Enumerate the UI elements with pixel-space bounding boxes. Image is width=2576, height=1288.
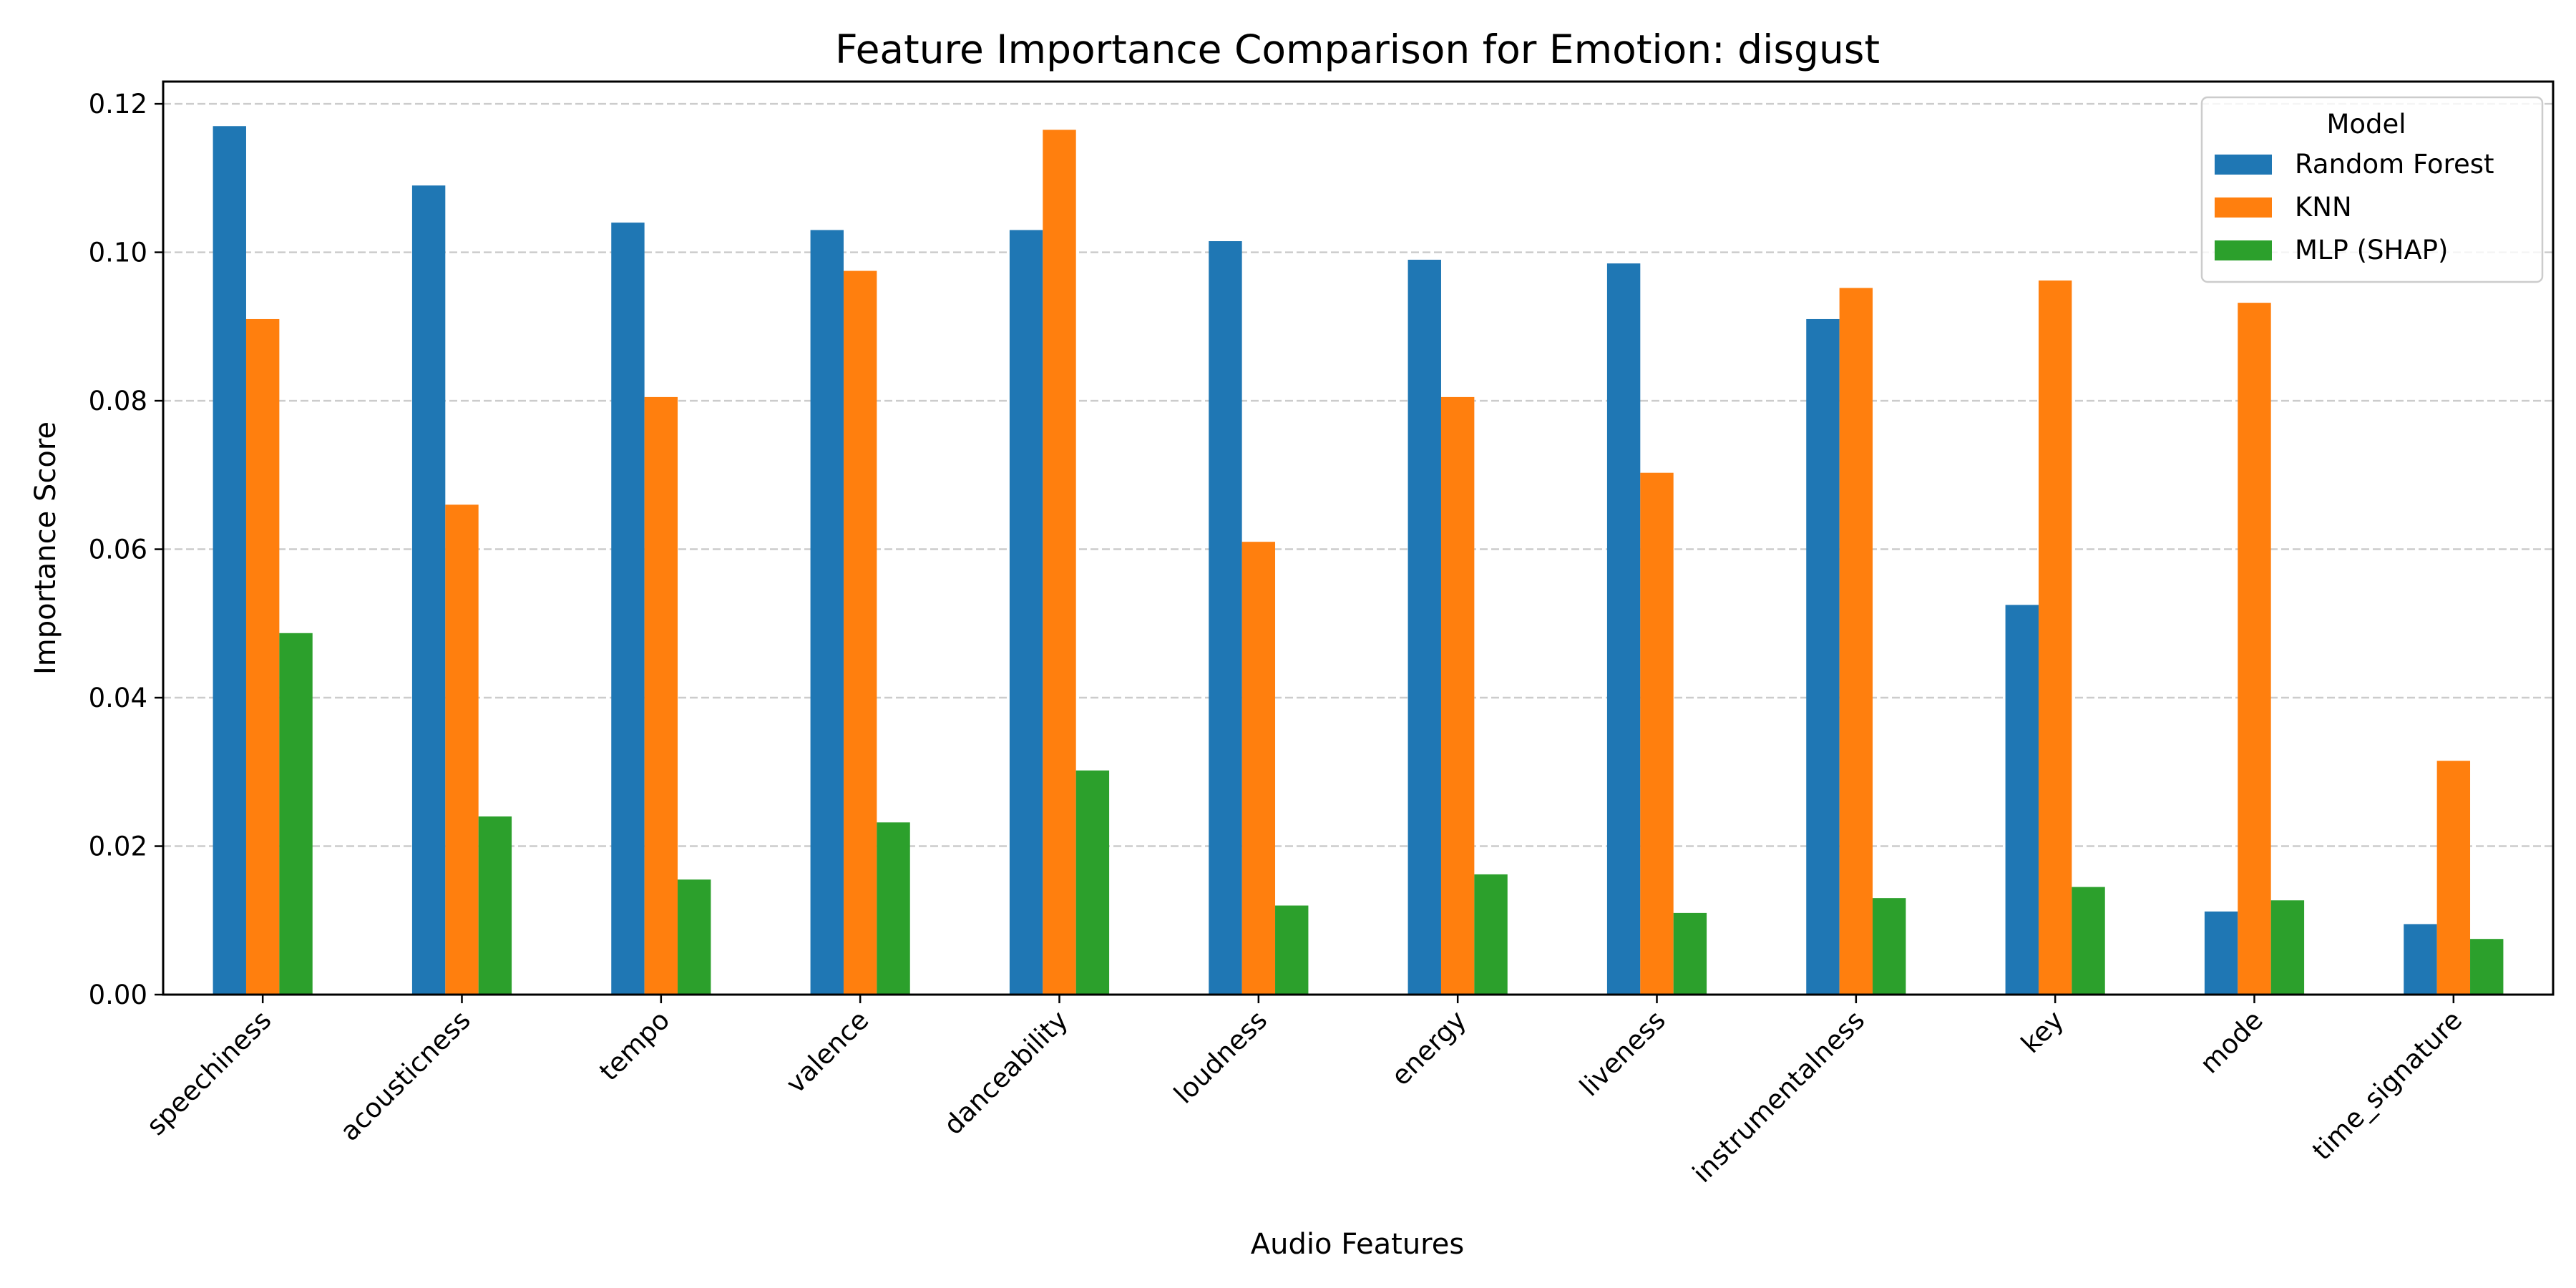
legend-title: Model — [2326, 109, 2406, 140]
bar-mlp-shap-valence — [877, 822, 910, 995]
bar-random-forest-liveness — [1606, 263, 1641, 995]
legend-swatch — [2215, 197, 2272, 218]
bar-mlp-shap-key — [2072, 887, 2105, 995]
legend-label: Random Forest — [2295, 149, 2494, 180]
bar-mlp-shap-danceability — [1075, 770, 1110, 995]
bar-random-forest-time_signature — [2404, 924, 2437, 995]
bar-random-forest-danceability — [1009, 230, 1043, 995]
bar-knn-instrumentalness — [1839, 288, 1873, 995]
y-tick-label: 0.08 — [89, 386, 147, 416]
bar-mlp-shap-time_signature — [2470, 939, 2504, 995]
bar-random-forest-key — [2005, 605, 2039, 995]
bar-mlp-shap-tempo — [678, 879, 711, 995]
x-axis-label: Audio Features — [1251, 1228, 1464, 1261]
y-tick-label: 0.00 — [89, 980, 147, 1010]
bar-mlp-shap-acousticness — [478, 816, 512, 995]
bar-knn-speechiness — [245, 318, 280, 995]
bar-random-forest-tempo — [611, 223, 645, 995]
bar-mlp-shap-loudness — [1275, 905, 1309, 995]
bar-random-forest-loudness — [1209, 241, 1242, 995]
bar-knn-mode — [2238, 303, 2271, 995]
bar-knn-valence — [843, 270, 877, 995]
y-tick-label: 0.12 — [89, 89, 147, 119]
bar-random-forest-instrumentalness — [1806, 318, 1840, 995]
legend: Model Random Forest KNN MLP (SHAP) — [2200, 96, 2544, 283]
bar-mlp-shap-liveness — [1673, 912, 1707, 995]
bar-knn-key — [2038, 280, 2072, 995]
bar-knn-acousticness — [445, 504, 479, 995]
bar-knn-loudness — [1241, 542, 1276, 995]
legend-box — [2200, 96, 2544, 283]
bar-knn-danceability — [1043, 130, 1076, 995]
y-tick-label: 0.06 — [89, 535, 147, 565]
bar-random-forest-acousticness — [411, 185, 446, 995]
plot-frame — [162, 80, 2555, 996]
bar-knn-energy — [1440, 396, 1475, 995]
y-tick-label: 0.10 — [89, 238, 147, 268]
y-axis-label: Importance Score — [29, 421, 62, 675]
legend-label: MLP (SHAP) — [2295, 235, 2448, 265]
chart-title: Feature Importance Comparison for Emotio… — [835, 26, 1880, 72]
y-tick-label: 0.02 — [89, 831, 147, 862]
legend-swatch — [2215, 155, 2272, 175]
bar-random-forest-energy — [1407, 259, 1441, 995]
bar-mlp-shap-mode — [2270, 900, 2305, 995]
bar-knn-time_signature — [2436, 761, 2471, 995]
y-tick-label: 0.04 — [89, 683, 147, 713]
bar-mlp-shap-energy — [1474, 874, 1508, 995]
bar-random-forest-valence — [810, 230, 844, 995]
legend-swatch — [2215, 240, 2272, 260]
bar-knn-tempo — [644, 396, 678, 995]
bar-random-forest-mode — [2204, 911, 2238, 995]
legend-label: KNN — [2295, 192, 2352, 223]
bar-mlp-shap-instrumentalness — [1873, 898, 1906, 995]
bar-random-forest-speechiness — [213, 126, 246, 995]
bar-knn-liveness — [1640, 472, 1674, 995]
bars — [213, 126, 2504, 995]
bar-mlp-shap-speechiness — [279, 633, 313, 995]
y-ticks: 0.00 0.02 0.04 0.06 0.08 0.10 0.12 — [89, 89, 163, 1010]
